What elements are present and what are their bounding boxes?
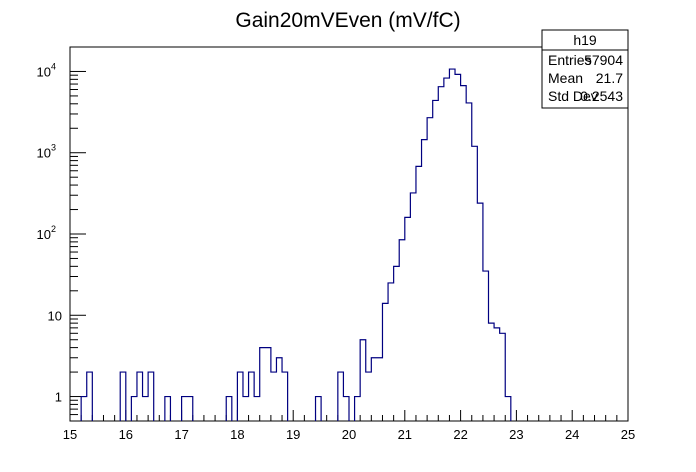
histogram-bin <box>276 358 282 421</box>
histogram-bin <box>343 397 349 421</box>
histogram-bin <box>137 372 143 421</box>
histogram-bin <box>422 140 428 421</box>
y-tick-label: 104 <box>37 61 56 79</box>
histogram-bin <box>243 397 249 421</box>
stats-box-frame <box>541 29 629 109</box>
histogram-bin <box>416 166 422 421</box>
x-tick-label: 20 <box>342 427 356 442</box>
x-tick-label: 19 <box>286 427 300 442</box>
histogram-bin <box>316 397 322 421</box>
y-tick-label: 1 <box>55 390 62 405</box>
histogram-outline <box>80 68 512 421</box>
histogram-bin <box>438 87 444 421</box>
histogram-bin <box>366 372 372 421</box>
x-tick-label: 18 <box>230 427 244 442</box>
x-tick-label: 16 <box>119 427 133 442</box>
histogram-bin <box>249 372 255 421</box>
y-tick-label: 103 <box>37 143 56 161</box>
histogram-bin <box>410 193 416 421</box>
histogram-bin <box>271 372 277 421</box>
histogram-bin <box>81 397 87 421</box>
histogram-bin <box>399 240 405 421</box>
histogram-bin <box>237 372 243 421</box>
stats-entries-label: Entries <box>548 52 592 68</box>
histogram-bin <box>455 74 461 421</box>
x-tick-label: 15 <box>63 427 77 442</box>
y-axis: 1 10 102 103 104 <box>37 46 86 422</box>
y-tick-label: 102 <box>37 224 56 242</box>
x-tick-label: 22 <box>453 427 467 442</box>
histogram-bin <box>472 146 478 421</box>
histogram-bin <box>254 397 260 421</box>
histogram-bin <box>483 271 489 421</box>
histogram-bin <box>449 69 455 421</box>
histogram-bin <box>494 328 500 421</box>
histogram-bin <box>433 100 439 421</box>
histogram-bin <box>461 86 467 421</box>
histogram-series <box>80 68 512 421</box>
histogram-bin <box>405 217 411 421</box>
histogram-bin <box>226 397 232 421</box>
histogram-bin <box>427 118 433 421</box>
histogram-bin <box>371 358 377 421</box>
stats-entries-value: 57904 <box>584 52 623 68</box>
histogram-bin <box>148 372 154 421</box>
stats-stddev-label: Std Dev <box>548 88 598 104</box>
histogram-bin <box>260 348 266 421</box>
y-tick-label: 10 <box>48 308 62 323</box>
histogram-bin <box>500 333 506 421</box>
histogram-bin <box>382 303 388 421</box>
stats-mean-value: 21.7 <box>596 70 623 86</box>
histogram-bin <box>466 103 472 421</box>
histogram-bin <box>338 372 344 421</box>
histogram-bin <box>120 372 126 421</box>
stats-stddev-value: 0.2543 <box>580 88 623 104</box>
histogram-bin <box>131 397 137 421</box>
histogram-bin <box>388 283 394 421</box>
x-tick-label: 23 <box>509 427 523 442</box>
histogram-bin <box>360 340 366 421</box>
x-tick-label: 21 <box>398 427 412 442</box>
histogram-bin <box>165 397 171 421</box>
histogram-bin <box>265 348 271 421</box>
histogram-bin <box>87 372 93 421</box>
x-tick-label: 25 <box>621 427 635 442</box>
histogram-bin <box>505 397 511 421</box>
histogram-bin <box>444 78 450 421</box>
x-tick-label: 24 <box>565 427 579 442</box>
histogram-bin <box>477 203 483 421</box>
stats-box: h19 Entries 57904 Mean 21.7 Std Dev 0.25… <box>541 29 629 109</box>
histogram-bin <box>355 397 361 421</box>
histogram-bin <box>394 266 400 421</box>
stats-histogram-name: h19 <box>573 32 597 48</box>
histogram-bin <box>143 397 149 421</box>
chart-title: Gain20mVEven (mV/fC) <box>235 9 460 32</box>
histogram-bin <box>489 323 495 421</box>
stats-mean-label: Mean <box>548 70 583 86</box>
histogram-bin <box>282 372 288 421</box>
x-tick-label: 17 <box>174 427 188 442</box>
histogram-bin <box>182 397 188 421</box>
histogram-bin <box>187 397 193 421</box>
histogram-bin <box>377 358 383 421</box>
